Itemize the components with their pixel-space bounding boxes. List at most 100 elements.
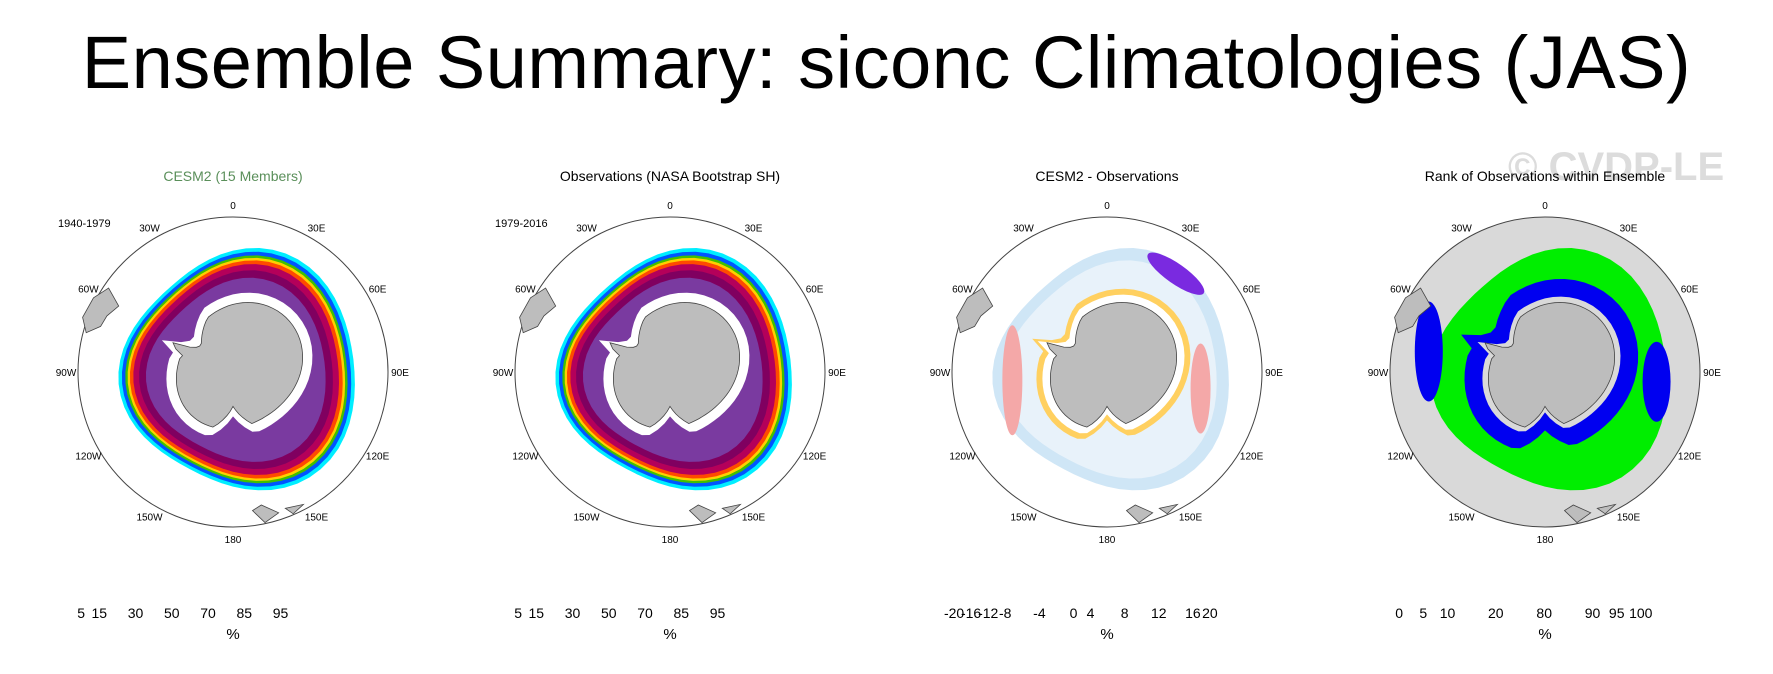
- panel-difference: CESM2 - Observations 0 30E 60E 90E 120E 150E 1…: [892, 160, 1322, 660]
- colorbar: -20-16-12 -8 -4 0 4 8 12 16 20: [944, 605, 1218, 621]
- longitude-label: 90W: [493, 368, 514, 379]
- longitude-label: 30W: [1013, 223, 1034, 234]
- longitude-label: 150E: [1179, 513, 1203, 524]
- new-zealand: [721, 503, 742, 515]
- colorbar-tick-label: 85: [674, 605, 690, 621]
- negative-anomaly: [1147, 252, 1205, 295]
- colorbar-tick-label: 10: [1440, 605, 1456, 621]
- longitude-label: 90W: [56, 368, 77, 379]
- longitude-label: 150W: [136, 513, 163, 524]
- longitude-label: 90E: [1703, 368, 1721, 379]
- colorbar-tick-label: 16: [1185, 605, 1201, 621]
- colorbar-tick-label: 95: [710, 605, 726, 621]
- colorbar-tick-label: -20: [944, 605, 964, 621]
- panel-observations: Observations (NASA Bootstrap SH) 1979-20…: [455, 160, 885, 660]
- colorbar-tick-label: 15: [529, 605, 545, 621]
- longitude-label: 30E: [1620, 223, 1638, 234]
- colorbar: 5 15 30 50 70 85 95: [514, 605, 726, 621]
- colorbar-tick-label: 4: [1087, 605, 1095, 621]
- colorbar-tick-label: 5: [1419, 605, 1427, 621]
- longitude-label: 150W: [1010, 513, 1037, 524]
- longitude-label: 0: [230, 201, 236, 212]
- panel-title: Rank of Observations within Ensemble: [1424, 168, 1666, 184]
- longitude-label: 30E: [308, 223, 326, 234]
- colorbar-tick-label: 95: [1609, 605, 1625, 621]
- positive-anomaly: [1002, 325, 1023, 436]
- colorbar-tick-label: 5: [77, 605, 85, 621]
- colorbar-tick-label: 20: [1202, 605, 1218, 621]
- colorbar-tick-label: 80: [1536, 605, 1552, 621]
- longitude-label: 180: [662, 535, 679, 546]
- longitude-label: 150E: [305, 513, 329, 524]
- colorbar-tick-label: 50: [601, 605, 617, 621]
- colorbar-tick-label: 50: [164, 605, 180, 621]
- antarctica: [172, 302, 303, 428]
- longitude-label: 120E: [1678, 452, 1702, 463]
- polar-map: 0 30E 60E 90E 120E 150E 180 150W 120W 90W 60W 30W: [930, 201, 1284, 546]
- period-label: 1979-2016: [495, 218, 548, 230]
- colorbar-tick-label: -4: [1033, 605, 1046, 621]
- longitude-label: 180: [1099, 535, 1116, 546]
- new-zealand: [251, 504, 280, 524]
- longitude-label: 60E: [369, 285, 387, 296]
- new-zealand: [1125, 504, 1154, 524]
- antarctica: [609, 302, 740, 428]
- longitude-label: 90E: [391, 368, 409, 379]
- panel-title: Observations (NASA Bootstrap SH): [559, 168, 781, 184]
- colorbar-tick-label: 0: [1395, 605, 1403, 621]
- longitude-label: 120W: [512, 452, 539, 463]
- colorbar-tick-label: -16: [961, 605, 981, 621]
- new-zealand: [688, 504, 717, 524]
- antarctica: [1484, 302, 1615, 428]
- longitude-label: 90W: [1368, 368, 1389, 379]
- longitude-label: 180: [225, 535, 242, 546]
- antarctica: [1046, 302, 1177, 428]
- longitude-label: 60W: [515, 285, 536, 296]
- colorbar-tick-label: 30: [565, 605, 581, 621]
- colorbar-tick-label: 30: [128, 605, 144, 621]
- colorbar-tick-label: 20: [1488, 605, 1504, 621]
- longitude-label: 0: [1104, 201, 1110, 212]
- polar-map: 0 30E 60E 90E 120E 150E 180 150W 120W 90W 60W 30W: [1368, 201, 1722, 546]
- longitude-label: 120W: [75, 452, 102, 463]
- longitude-label: 120E: [366, 452, 390, 463]
- longitude-label: 90E: [828, 368, 846, 379]
- colorbar-tick-label: 5: [514, 605, 522, 621]
- watermark: © CVDP-LE: [1508, 145, 1725, 189]
- longitude-label: 30E: [1182, 223, 1200, 234]
- longitude-label: 60E: [1681, 285, 1699, 296]
- longitude-label: 60W: [952, 285, 973, 296]
- colorbar-tick-label: 70: [200, 605, 216, 621]
- colorbar: 5 15 30 50 70 85 95: [77, 605, 288, 621]
- colorbar-tick-label: 90: [1585, 605, 1601, 621]
- longitude-label: 120E: [803, 452, 827, 463]
- longitude-label: 150W: [1448, 513, 1475, 524]
- colorbar-tick-label: 85: [237, 605, 253, 621]
- panel-title: CESM2 (15 Members): [163, 168, 303, 184]
- unit-label: %: [663, 626, 677, 643]
- colorbar-tick-label: 8: [1121, 605, 1129, 621]
- longitude-label: 30W: [1451, 223, 1472, 234]
- colorbar-tick-label: 100: [1629, 605, 1653, 621]
- colorbar-tick-label: 15: [92, 605, 108, 621]
- longitude-label: 60W: [1390, 285, 1411, 296]
- longitude-label: 30W: [576, 223, 597, 234]
- longitude-label: 60E: [1243, 285, 1261, 296]
- polar-map: 0 30E 60E 90E 120E 150E 180 150W 120W 90W 60W 30W: [56, 201, 410, 546]
- longitude-label: 30E: [745, 223, 763, 234]
- longitude-label: 120W: [1387, 452, 1414, 463]
- longitude-label: 60W: [78, 285, 99, 296]
- new-zealand: [1158, 503, 1179, 515]
- longitude-label: 180: [1537, 535, 1554, 546]
- longitude-label: 150E: [1617, 513, 1641, 524]
- unit-label: %: [226, 626, 240, 643]
- colorbar-tick-label: -8: [999, 605, 1012, 621]
- panel-title: CESM2 - Observations: [1035, 168, 1179, 184]
- longitude-label: 0: [667, 201, 673, 212]
- south-america: [519, 287, 557, 334]
- longitude-label: 120W: [949, 452, 976, 463]
- longitude-label: 150W: [573, 513, 600, 524]
- longitude-label: 30W: [139, 223, 160, 234]
- longitude-label: 90E: [1265, 368, 1283, 379]
- colorbar-tick-label: 12: [1151, 605, 1167, 621]
